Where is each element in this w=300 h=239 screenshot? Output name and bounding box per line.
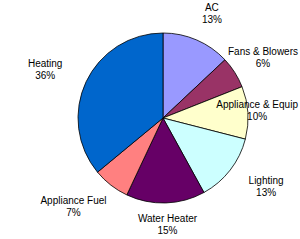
value-label: 15% xyxy=(157,225,177,236)
slice-label: Appliance & Equip10% xyxy=(216,99,298,122)
pie-slice xyxy=(78,33,163,172)
category-label: Fans & Blowers xyxy=(228,46,298,57)
slice-label: Lighting13% xyxy=(249,175,284,198)
value-label: 10% xyxy=(247,111,267,122)
category-label: Heating xyxy=(28,58,62,69)
category-label: Lighting xyxy=(249,175,284,186)
value-label: 13% xyxy=(256,187,276,198)
slices xyxy=(78,33,248,203)
value-label: 7% xyxy=(66,207,81,218)
slice-label: Heating36% xyxy=(28,58,62,81)
slice-label: Fans & Blowers6% xyxy=(228,46,298,69)
category-label: AC xyxy=(205,2,219,13)
category-label: Water Heater xyxy=(138,213,198,224)
category-label: Appliance Fuel xyxy=(40,195,106,206)
slice-label: Water Heater15% xyxy=(138,213,198,236)
labels: AC13%Fans & Blowers6%Appliance & Equip10… xyxy=(28,2,298,236)
value-label: 13% xyxy=(202,14,222,25)
value-label: 6% xyxy=(256,58,271,69)
category-label: Appliance & Equip xyxy=(216,99,298,110)
slice-label: Appliance Fuel7% xyxy=(40,195,106,218)
chart: AC13%Fans & Blowers6%Appliance & Equip10… xyxy=(0,0,300,239)
value-label: 36% xyxy=(35,70,55,81)
slice-label: AC13% xyxy=(202,2,222,25)
